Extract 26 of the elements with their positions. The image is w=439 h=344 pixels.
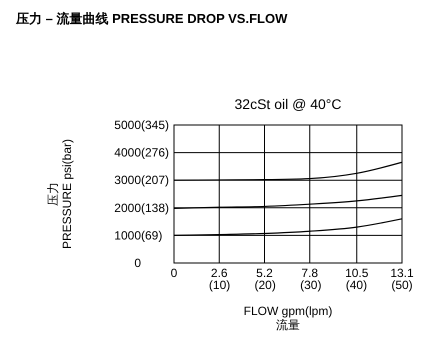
x-tick-label: 10.5 — [345, 266, 369, 280]
y-tick-label: 4000 — [114, 146, 142, 160]
y-tick-label: 1000 — [114, 228, 142, 242]
x-tick-label: 13.1 — [390, 266, 414, 280]
y2-tick-label: (276) — [141, 146, 170, 160]
y2-tick-label: (345) — [141, 118, 170, 132]
y-tick-label: 3000 — [114, 173, 142, 188]
y-tick-label: 2000 — [114, 200, 142, 215]
chart-subtitle: 32cSt oil @ 40°C — [234, 96, 342, 112]
x2-tick-label: (20) — [254, 278, 276, 292]
y2-tick-label: (207) — [141, 173, 170, 188]
chart-title: 压力 – 流量曲线 PRESSURE DROP VS.FLOW — [15, 11, 288, 26]
x-tick-label: 7.8 — [301, 266, 318, 280]
x2-tick-label: (10) — [208, 278, 230, 292]
x-tick-label: 5.2 — [256, 266, 274, 280]
x-axis-title: FLOW gpm(lpm) 流量 — [244, 304, 332, 332]
x2-tick-label: (50) — [391, 278, 413, 292]
x-tick-label: 0 — [170, 266, 178, 280]
y2-tick-label: (138) — [141, 200, 170, 215]
x2-tick-label: (30) — [300, 278, 322, 292]
y-axis-title: 压力 PRESSURE psi(bar) — [46, 138, 74, 250]
y-tick-label: 0 — [134, 256, 142, 270]
y-tick-label: 5000 — [114, 118, 142, 132]
y2-tick-label: (69) — [141, 228, 162, 242]
x2-tick-label: (40) — [346, 278, 368, 292]
x-tick-label: 2.6 — [210, 266, 228, 280]
